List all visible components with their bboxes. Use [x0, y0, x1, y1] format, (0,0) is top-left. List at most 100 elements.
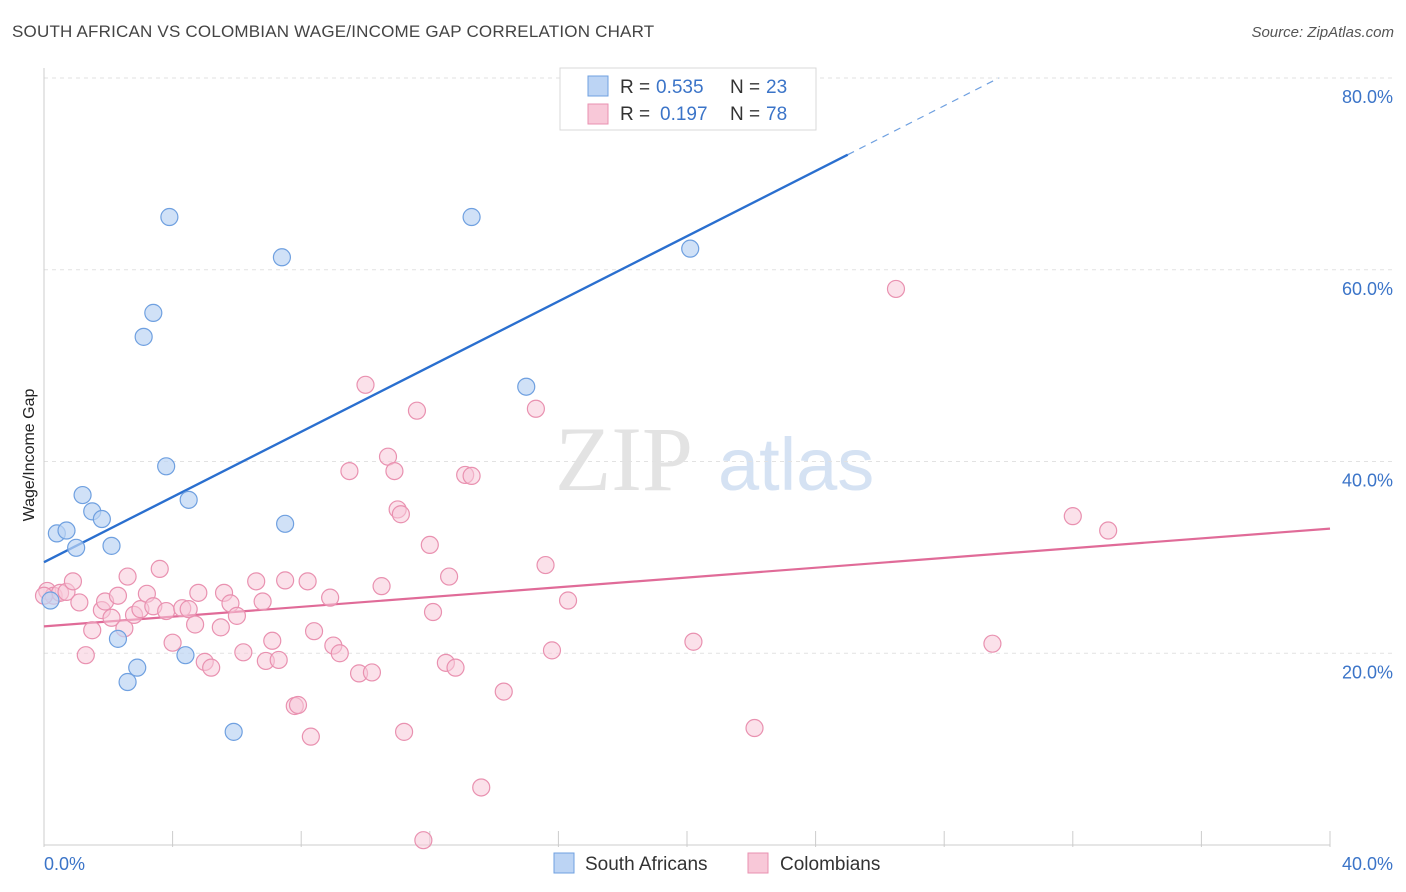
point-colombians-59 [423, 602, 443, 622]
point-colombians-58 [420, 535, 439, 555]
point-colombians-69 [542, 641, 562, 660]
point-colombians-10 [102, 608, 121, 627]
y-tick-label-3: 80.0% [1342, 87, 1393, 107]
point-colombians-13 [118, 567, 137, 586]
point-colombians-18 [150, 559, 169, 578]
legend-r-label-1: R = [620, 77, 650, 98]
point-colombians-72 [745, 718, 764, 738]
x-tick-label-min: 0.0% [44, 854, 85, 874]
y-axis-title: Wage/Income Gap [21, 389, 38, 522]
legend-n-label-2: N = [730, 104, 760, 125]
point-colombians-35 [263, 631, 282, 650]
trend-line-colombians [43, 527, 1331, 628]
point-south-africans-14 [160, 207, 179, 227]
point-south-africans-22 [681, 239, 700, 258]
point-colombians-40 [298, 572, 317, 591]
legend-r-label-2: R = [620, 104, 650, 125]
point-colombians-50 [372, 577, 391, 596]
point-colombians-41 [301, 727, 320, 746]
source-label: Source: ZipAtlas.com [1251, 24, 1394, 41]
point-colombians-74 [983, 634, 1002, 653]
point-colombians-64 [462, 466, 481, 485]
point-colombians-49 [362, 663, 382, 682]
point-colombians-57 [414, 831, 433, 850]
point-colombians-46 [340, 461, 359, 481]
y-tick-label-1: 40.0% [1342, 471, 1393, 491]
point-south-africans-21 [517, 377, 536, 396]
bottom-legend-label-colombians: Colombians [780, 854, 880, 875]
top-legend: R = 0.535 N = 23 R = 0.197 N = 78 [559, 67, 817, 131]
point-south-africans-8 [108, 629, 128, 648]
point-south-africans-6 [92, 509, 111, 529]
point-south-africans-13 [157, 457, 176, 476]
point-colombians-30 [227, 606, 246, 625]
point-south-africans-12 [144, 303, 163, 322]
legend-swatch-pink [587, 103, 609, 125]
point-colombians-71 [684, 632, 703, 651]
point-colombians-42 [304, 622, 324, 641]
bottom-legend-swatch-pink [747, 852, 769, 874]
point-colombians-5 [70, 593, 89, 612]
data-points [34, 207, 1118, 850]
point-colombians-75 [1063, 507, 1082, 526]
point-colombians-62 [446, 658, 465, 677]
point-south-africans-16 [179, 490, 198, 509]
point-south-africans-18 [272, 248, 292, 267]
point-south-africans-20 [462, 207, 481, 227]
point-colombians-67 [526, 399, 545, 418]
point-colombians-31 [234, 643, 253, 662]
point-south-africans-10 [128, 658, 147, 677]
bottom-legend: South Africans Colombians [553, 852, 880, 875]
point-south-africans-7 [102, 536, 121, 555]
point-colombians-22 [179, 600, 198, 619]
point-colombians-43 [321, 588, 340, 607]
bottom-legend-label-south-africans: South Africans [585, 854, 708, 875]
point-south-africans-4 [73, 485, 92, 505]
point-south-africans-19 [276, 514, 295, 533]
y-tick-label-0: 20.0% [1342, 662, 1393, 682]
point-colombians-56 [407, 401, 427, 420]
point-colombians-6 [76, 646, 95, 665]
trend-line-south-africans [43, 153, 849, 564]
point-colombians-70 [558, 591, 578, 610]
point-colombians-19 [157, 601, 176, 621]
bottom-legend-swatch-blue [553, 852, 575, 874]
chart-title: SOUTH AFRICAN VS COLOMBIAN WAGE/INCOME G… [12, 22, 655, 41]
x-tick-label-max: 40.0% [1342, 854, 1393, 874]
point-colombians-7 [83, 621, 102, 640]
point-colombians-39 [288, 695, 308, 715]
point-colombians-37 [276, 571, 295, 590]
point-colombians-20 [163, 633, 182, 652]
point-colombians-27 [211, 618, 230, 637]
point-colombians-76 [1099, 521, 1118, 540]
watermark-atlas: atlas [718, 423, 874, 506]
point-colombians-11 [108, 586, 128, 605]
legend-swatch-blue [587, 75, 609, 97]
point-south-africans-3 [67, 538, 86, 557]
point-colombians-61 [439, 567, 459, 586]
point-colombians-48 [356, 375, 375, 394]
point-colombians-73 [886, 279, 906, 299]
point-colombians-4 [63, 572, 83, 591]
legend-n-value-1: 23 [766, 77, 787, 98]
point-colombians-54 [391, 505, 410, 524]
y-tick-label-2: 60.0% [1342, 279, 1393, 299]
point-colombians-24 [189, 583, 208, 602]
point-colombians-66 [494, 682, 513, 701]
point-colombians-32 [247, 572, 266, 591]
legend-n-value-2: 78 [766, 104, 787, 125]
point-colombians-33 [253, 592, 272, 611]
trend-lines [43, 77, 1331, 628]
watermark-zip: ZIP [555, 408, 693, 510]
point-south-africans-9 [118, 672, 137, 692]
legend-r-value-1: 0.535 [656, 77, 704, 98]
point-colombians-52 [385, 461, 404, 481]
gridlines [44, 77, 1392, 654]
point-south-africans-2 [57, 521, 76, 540]
legend-r-value-2: 0.197 [660, 104, 708, 125]
point-south-africans-15 [176, 646, 195, 665]
trend-line-south-africans-extension [847, 77, 1000, 156]
point-colombians-55 [394, 722, 414, 741]
point-colombians-45 [330, 644, 349, 663]
